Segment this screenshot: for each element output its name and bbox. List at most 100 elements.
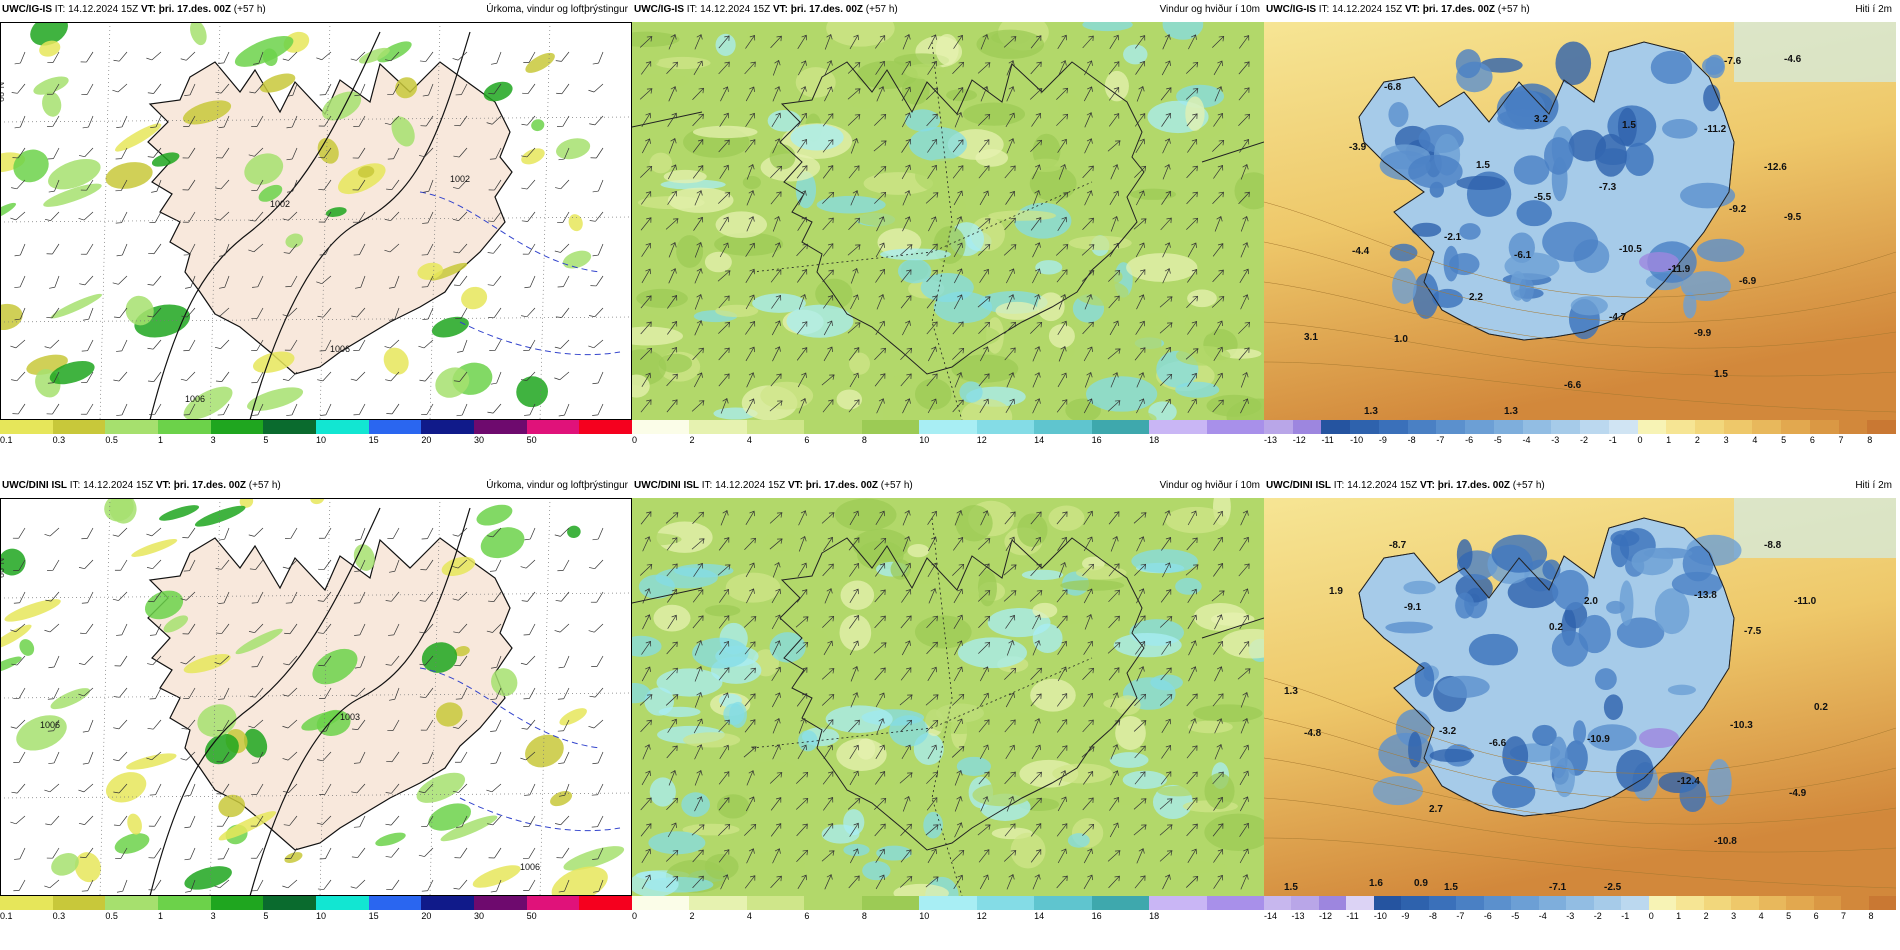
temperature-label: -3.9 bbox=[1349, 142, 1367, 153]
valid-time: VT: þri. 17.des. 00Z bbox=[1419, 480, 1511, 491]
colorbar-swatch bbox=[1407, 420, 1437, 434]
panel-title: Hiti í 2m bbox=[1855, 480, 1892, 491]
temperature-label: 2.7 bbox=[1429, 804, 1443, 815]
panel-title: Vindur og hviður í 10m bbox=[1159, 480, 1260, 491]
colorbar-tick-label: 6 bbox=[804, 435, 810, 445]
temperature-label: -2.1 bbox=[1444, 232, 1462, 243]
colorbar-tick-label: -8 bbox=[1428, 911, 1437, 921]
colorbar-swatch bbox=[1522, 420, 1552, 434]
temperature-label: -6.6 bbox=[1489, 738, 1507, 749]
colorbar-swatch bbox=[0, 896, 53, 910]
colorbar-swatch bbox=[689, 896, 747, 910]
colorbar-swatch bbox=[1786, 896, 1814, 910]
colorbar-swatch bbox=[158, 420, 211, 434]
colorbar-swatch bbox=[579, 420, 632, 434]
colorbar-tick-label: -10 bbox=[1373, 911, 1387, 921]
temperature-label: -11.2 bbox=[1704, 124, 1727, 135]
temperature-label: -13.8 bbox=[1694, 590, 1717, 601]
colorbar-tick-label: 14 bbox=[1034, 435, 1045, 445]
temperature-label: -4.7 bbox=[1609, 312, 1627, 323]
temperature-label: -12.4 bbox=[1677, 776, 1700, 787]
colorbar-tick-label: -2 bbox=[1593, 911, 1602, 921]
colorbar-tick-label: 5 bbox=[263, 911, 269, 921]
panel-header: UWC/DINI ISL IT: 14.12.2024 15Z VT: þri.… bbox=[632, 476, 1264, 496]
model-name: UWC/DINI ISL bbox=[634, 480, 699, 491]
colorbar-tick-label: 5 bbox=[1786, 911, 1792, 921]
colorbar-swatch bbox=[746, 420, 805, 434]
colorbar-tick-label: 0.5 bbox=[105, 911, 118, 921]
colorbar-tick-label: -7 bbox=[1436, 435, 1445, 445]
wind-map-canvas bbox=[632, 498, 1264, 896]
colorbar-swatch bbox=[421, 420, 475, 434]
colorbar-swatch bbox=[804, 896, 862, 910]
colorbar-tick-label: -9 bbox=[1401, 911, 1410, 921]
colorbar-swatch bbox=[1373, 896, 1402, 910]
colorbar-tick-label: 18 bbox=[1149, 911, 1160, 921]
colorbar-tick-label: -14 bbox=[1264, 911, 1278, 921]
colorbar-swatch bbox=[368, 420, 422, 434]
colorbar-tick-label: -13 bbox=[1264, 435, 1278, 445]
colorbar-tick-label: 6 bbox=[804, 911, 810, 921]
colorbar-tick-label: 7 bbox=[1841, 911, 1847, 921]
temperature-label: -9.5 bbox=[1784, 212, 1802, 223]
colorbar-tick-label: -2 bbox=[1580, 435, 1589, 445]
temperature-label: 1.6 bbox=[1369, 878, 1383, 889]
colorbar-swatch bbox=[1809, 420, 1839, 434]
model-name: UWC/IG-IS bbox=[2, 4, 52, 15]
colorbar-tick-label: 8 bbox=[861, 435, 867, 445]
temperature-label: -9.1 bbox=[1404, 602, 1422, 613]
colorbar-tick-label: 5 bbox=[1781, 435, 1787, 445]
colorbar-tick-label: -3 bbox=[1551, 435, 1560, 445]
colorbar-tick-label: 2 bbox=[689, 911, 695, 921]
colorbar-swatch bbox=[976, 420, 1035, 434]
colorbar-swatch bbox=[1868, 896, 1896, 910]
temp-map: -8.7 1.9 -9.1 2.0 0.2 -13.8 -8.8 -11.0 -7.5 1.3 -4… bbox=[1264, 498, 1896, 896]
colorbar-swatch bbox=[976, 896, 1035, 910]
lead-time: (+57 h) bbox=[248, 480, 281, 491]
temperature-label: -6.8 bbox=[1384, 82, 1402, 93]
colorbar-swatch bbox=[632, 420, 690, 434]
colorbar-tick-label: -9 bbox=[1378, 435, 1387, 445]
colorbar-swatch bbox=[1378, 420, 1408, 434]
colorbar-swatch bbox=[1149, 896, 1207, 910]
colorbar-tick-label: 4 bbox=[746, 435, 752, 445]
colorbar-tick-label: 30 bbox=[474, 911, 485, 921]
temperature-label: -7.6 bbox=[1724, 56, 1742, 67]
colorbar-tick-label: 6 bbox=[1813, 911, 1819, 921]
temperature-label: 1.5 bbox=[1622, 120, 1636, 131]
temperature-label: 1.5 bbox=[1476, 160, 1490, 171]
valid-time: VT: þri. 17.des. 00Z bbox=[787, 480, 879, 491]
colorbar-swatch bbox=[1149, 420, 1207, 434]
colorbar-swatch bbox=[210, 896, 264, 910]
wind-map bbox=[632, 498, 1264, 896]
precip-map: 66°N 1002 1006 1002 1006 bbox=[0, 22, 632, 420]
temperature-label: -8.8 bbox=[1764, 540, 1782, 551]
temperature-label: -10.5 bbox=[1619, 244, 1642, 255]
colorbar-swatch bbox=[1648, 896, 1677, 910]
temperature-label: -12.6 bbox=[1764, 162, 1787, 173]
temperature-label: 2.0 bbox=[1584, 596, 1598, 607]
colorbar-swatch bbox=[1695, 420, 1724, 434]
colorbar-tick-label: 4 bbox=[746, 911, 752, 921]
colorbar-tick-label: -1 bbox=[1608, 435, 1617, 445]
temperature-label: 1.0 bbox=[1394, 334, 1408, 345]
colorbar-tick-label: 10 bbox=[316, 435, 327, 445]
model-name: UWC/DINI ISL bbox=[1266, 480, 1331, 491]
colorbar-tick-label: 0 bbox=[1637, 435, 1643, 445]
colorbar-tick-label: 0.5 bbox=[105, 435, 118, 445]
temperature-label: -7.3 bbox=[1599, 182, 1617, 193]
precip-colorbar bbox=[0, 420, 632, 434]
panel-dini-temp: UWC/DINI ISL IT: 14.12.2024 15Z VT: þri.… bbox=[1264, 476, 1896, 946]
colorbar-swatch bbox=[1841, 896, 1869, 910]
colorbar-swatch bbox=[1621, 896, 1649, 910]
temp-colorbar-ticks: -13 -12 -11 -10 -9 -8 -7 -6 -5 -4 -3 -2 -1 0 1 2 3 4 5 6 7 8 bbox=[1264, 435, 1896, 447]
temperature-label: -9.2 bbox=[1729, 204, 1747, 215]
colorbar-tick-label: 0 bbox=[632, 911, 638, 921]
panel-header: UWC/DINI ISL IT: 14.12.2024 15Z VT: þri.… bbox=[1264, 476, 1896, 496]
colorbar-swatch bbox=[1838, 420, 1868, 434]
colorbar-swatch bbox=[1731, 896, 1759, 910]
colorbar-swatch bbox=[316, 896, 369, 910]
temperature-label: 0.2 bbox=[1549, 622, 1563, 633]
temperature-label: 1.3 bbox=[1284, 686, 1298, 697]
colorbar-swatch bbox=[105, 420, 159, 434]
